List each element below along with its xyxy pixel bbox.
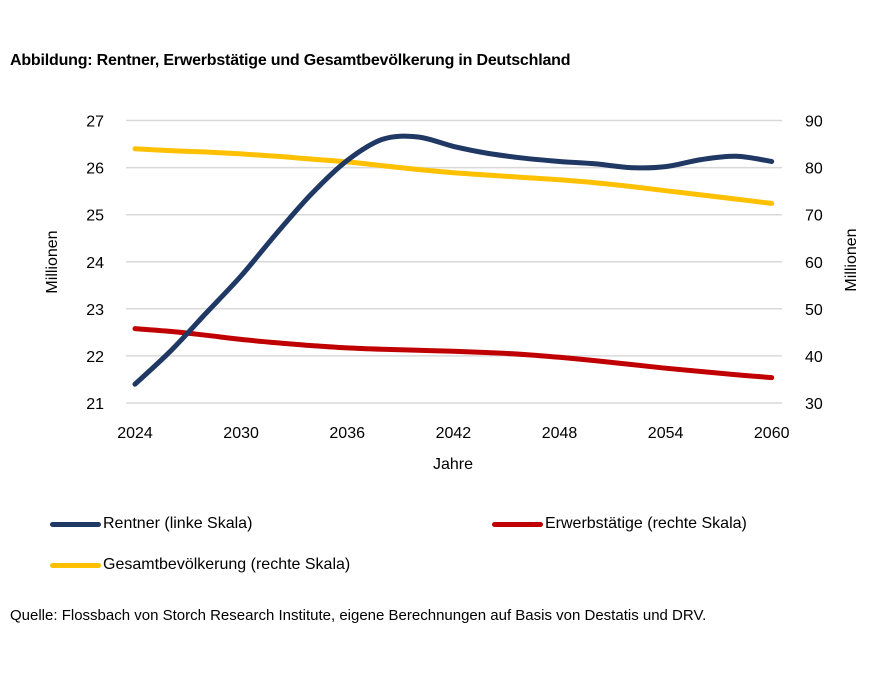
legend-item-gesamtbevoelkerung: Gesamtbevölkerung (rechte Skala) xyxy=(50,556,350,574)
x-axis-tick: 2030 xyxy=(223,425,259,442)
x-axis-title: Jahre xyxy=(433,456,473,473)
y-axis-title-right: Millionen xyxy=(843,228,860,291)
x-axis-tick: 2054 xyxy=(648,425,684,442)
chart-title: Abbildung: Rentner, Erwerbstätige und Ge… xyxy=(10,52,571,69)
y-axis-tick-left: 23 xyxy=(86,302,104,319)
y-axis-tick-left: 21 xyxy=(86,396,104,413)
y-axis-tick-right: 80 xyxy=(805,161,823,178)
legend-label-erwerbstaetige: Erwerbstätige (rechte Skala) xyxy=(545,515,747,532)
x-axis-tick: 2060 xyxy=(754,425,790,442)
y-axis-title-left: Millionen xyxy=(44,230,61,293)
y-axis-tick-left: 22 xyxy=(86,349,104,366)
source-text: Quelle: Flossbach von Storch Research In… xyxy=(10,607,707,624)
x-axis-tick: 2042 xyxy=(436,425,472,442)
x-axis-tick: 2048 xyxy=(542,425,578,442)
y-axis-tick-left: 27 xyxy=(86,114,104,131)
series-line-rentner xyxy=(132,133,775,387)
legend-swatch-gesamtbevoelkerung-icon xyxy=(50,562,101,568)
y-axis-tick-right: 70 xyxy=(805,208,823,225)
y-axis-tick-right: 90 xyxy=(805,114,823,131)
y-axis-tick-right: 40 xyxy=(805,349,823,366)
y-axis-tick-right: 30 xyxy=(805,396,823,413)
y-axis-tick-left: 26 xyxy=(86,161,104,178)
line-chart-plot: 21 22 23 24 25 26 27 30 40 50 60 70 80 90 2024 2030 2036… xyxy=(44,114,860,474)
y-axis-tick-right: 60 xyxy=(805,255,823,272)
legend-label-gesamtbevoelkerung: Gesamtbevölkerung (rechte Skala) xyxy=(103,556,351,573)
y-axis-tick-left: 25 xyxy=(86,208,104,225)
y-axis-tick-left: 24 xyxy=(86,255,104,272)
y-axis-tick-right: 50 xyxy=(805,302,823,319)
legend-label-rentner: Rentner (linke Skala) xyxy=(103,515,253,532)
legend-swatch-rentner-icon xyxy=(50,521,101,527)
legend-item-erwerbstaetige: Erwerbstätige (rechte Skala) xyxy=(492,515,747,533)
series-line-erwerbstaetige xyxy=(132,326,775,381)
legend-item-rentner: Rentner (linke Skala) xyxy=(50,515,252,533)
legend-swatch-erwerbstaetige-icon xyxy=(492,521,543,527)
x-axis-tick: 2036 xyxy=(329,425,365,442)
series-line-gesamtbevoelkerung xyxy=(132,146,775,206)
x-axis-tick: 2024 xyxy=(117,425,153,442)
